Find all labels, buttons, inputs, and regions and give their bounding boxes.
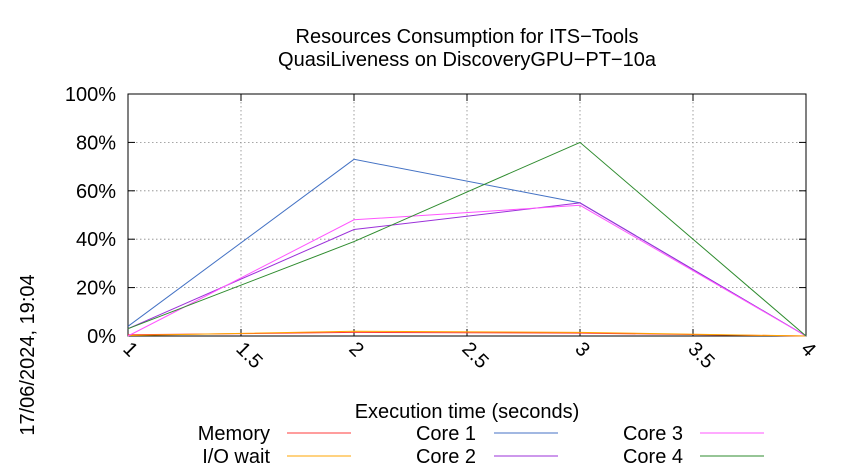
legend-label-core-3: Core 3 (623, 423, 683, 445)
y-tick-label: 0% (87, 326, 116, 348)
x-tick-label: 3.5 (683, 338, 718, 373)
y-tick-label: 40% (76, 229, 116, 251)
series-line-core-2 (127, 202, 807, 337)
series-line-i-o-wait (127, 330, 807, 337)
x-tick-label: 1 (118, 338, 141, 361)
x-tick-label: 3 (570, 338, 593, 361)
y-tick-label: 20% (76, 278, 116, 300)
legend-label-core-2: Core 2 (416, 446, 476, 468)
y-axis: 0% 20% 40% 60% 80% 100% (65, 84, 806, 348)
legend-label-memory: Memory (198, 423, 270, 445)
x-tick-label: 2.5 (457, 338, 492, 373)
x-tick-label: 4 (796, 338, 819, 361)
series-line-core-3 (127, 204, 807, 337)
x-tick-label: 2 (344, 338, 367, 361)
series-line-core-4 (127, 141, 807, 337)
y-tick-label: 60% (76, 181, 116, 203)
series-line-core-1 (127, 158, 807, 337)
chart-subtitle: QuasiLiveness on DiscoveryGPU−PT−10a (278, 49, 657, 71)
y-tick-label: 80% (76, 132, 116, 154)
x-axis-label: Execution time (seconds) (355, 401, 580, 423)
legend-label-core-1: Core 1 (416, 423, 476, 445)
chart-title: Resources Consumption for ITS−Tools (296, 26, 639, 48)
legend-label-i-o-wait: I/O wait (202, 446, 270, 468)
grid (128, 94, 806, 336)
series-lines (127, 141, 807, 337)
x-tick-label: 1.5 (231, 338, 266, 373)
y-tick-label: 100% (65, 84, 116, 106)
legend-label-core-4: Core 4 (623, 446, 683, 468)
plot-frame (127, 93, 807, 337)
timestamp-label: 17/06/2024, 19:04 (17, 274, 39, 435)
